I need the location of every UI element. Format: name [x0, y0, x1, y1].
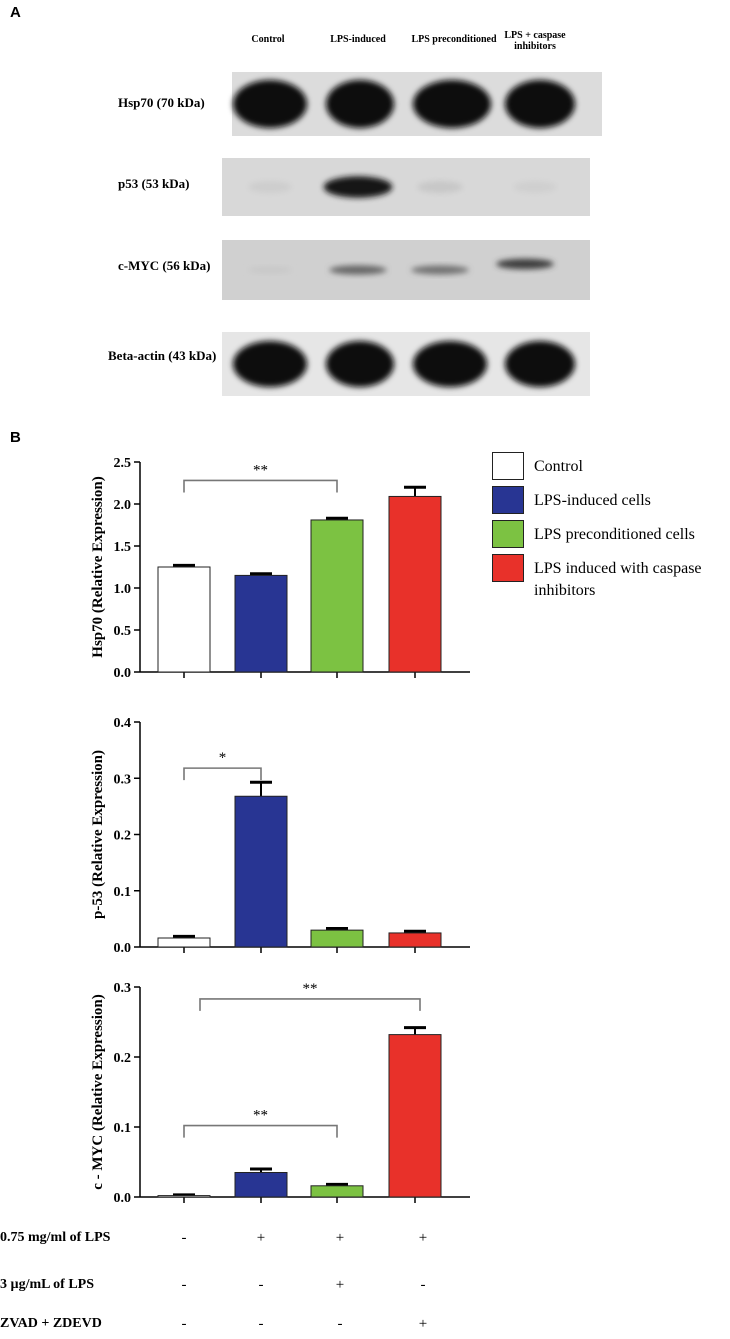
treatment-label: 0.75 mg/ml of LPS	[0, 1230, 111, 1245]
blot-strip	[232, 72, 602, 136]
y-tick-label: 0.0	[114, 941, 132, 956]
treatment-row-lps-low: 0.75 mg/ml of LPS - + + +	[0, 1230, 730, 1252]
y-tick-label: 0.0	[114, 666, 132, 681]
bar-chart-c-myc: 0.0 0.1 0.2 0.3 c - MYC (Relative Expression…	[90, 981, 470, 1206]
blot-label-hsp70: Hsp70 (70 kDa)	[118, 95, 205, 110]
blot-label-p53: p53 (53 kDa)	[118, 176, 190, 191]
y-tick-label: 0.2	[114, 1051, 132, 1066]
significance-bracket	[199, 998, 421, 1011]
treatment-sign: +	[418, 1230, 428, 1246]
y-tick-label: 0.5	[114, 624, 132, 639]
y-tick-label: 2.0	[114, 498, 132, 513]
bar-chart-p53: 0.0 0.1 0.2 0.3 0.4 p-53 (Relative Expression…	[90, 716, 470, 956]
y-tick-label: 0.3	[114, 772, 132, 787]
bar	[388, 932, 442, 948]
significance-label: **	[253, 462, 268, 478]
y-tick-label: 0.1	[114, 885, 132, 900]
blot-strip	[222, 240, 590, 300]
significance-bracket	[183, 767, 262, 781]
lane-label-lps-preconditioned: LPS preconditioned	[411, 34, 497, 45]
legend-swatch-caspase	[492, 554, 524, 582]
bar	[234, 795, 288, 948]
blot-band	[513, 181, 557, 193]
y-axis-label: c - MYC (Relative Expression)	[90, 994, 106, 1190]
blot-label-c-myc: c-MYC (56 kDa)	[118, 258, 211, 273]
bar	[157, 566, 211, 673]
bar	[234, 1172, 288, 1198]
significance-label: **	[303, 981, 318, 997]
treatment-sign: -	[258, 1277, 264, 1293]
treatment-row-lps-high: 3 µg/mL of LPS - - + -	[0, 1277, 730, 1299]
blot-strip	[222, 158, 590, 216]
treatment-sign: -	[420, 1277, 426, 1293]
treatment-sign: +	[335, 1277, 345, 1293]
significance-bracket	[183, 479, 338, 493]
treatment-row-zvad: ZVAD + ZDEVD - - - +	[0, 1316, 730, 1338]
blot-band	[417, 181, 463, 193]
bar-chart-hsp70: 0.0 0.5 1.0 1.5 2.0 2.5 Hsp70 (Relative Expres…	[90, 456, 470, 681]
bar	[157, 937, 211, 948]
treatment-sign: +	[335, 1230, 345, 1246]
legend-swatch-lps-preconditioned	[492, 520, 524, 548]
y-axis-label: Hsp70 (Relative Expression)	[90, 476, 106, 657]
blot-strip	[222, 332, 590, 396]
panel-b-letter: B	[10, 429, 21, 446]
bar	[310, 929, 364, 948]
treatment-label: ZVAD + ZDEVD	[0, 1316, 102, 1331]
blot-band	[505, 80, 575, 128]
blot-band	[413, 80, 491, 128]
blot-band	[326, 80, 394, 128]
legend-swatch-control	[492, 452, 524, 480]
treatment-sign: +	[256, 1230, 266, 1246]
treatment-sign: +	[418, 1316, 428, 1332]
blot-band	[413, 341, 487, 387]
y-axis-label: p-53 (Relative Expression)	[90, 750, 106, 919]
treatment-label: 3 µg/mL of LPS	[0, 1277, 95, 1292]
western-blot-image	[222, 72, 602, 396]
y-tick-label: 0.4	[114, 716, 132, 731]
legend-label-lps-induced: LPS-induced cells	[534, 492, 651, 509]
significance-label: **	[253, 1108, 268, 1124]
significance-bracket	[183, 1124, 338, 1138]
y-tick-label: 0.0	[114, 1191, 132, 1206]
treatment-sign: -	[181, 1277, 187, 1293]
bar	[310, 1185, 364, 1198]
y-tick-label: 1.5	[114, 540, 132, 555]
blot-band	[326, 341, 394, 387]
bar	[310, 519, 364, 673]
lane-label-control: Control	[251, 34, 285, 45]
y-tick-label: 0.1	[114, 1121, 132, 1136]
blot-band	[233, 341, 307, 387]
blot-band	[411, 265, 469, 275]
treatment-sign: -	[258, 1316, 264, 1332]
bar	[157, 1195, 211, 1198]
legend-label-lps-preconditioned: LPS preconditioned cells	[534, 526, 695, 543]
panel-a-letter: A	[10, 4, 21, 21]
legend-label-control: Control	[534, 458, 583, 475]
lane-label-caspase-inhibitors: LPS + caspase inhibitors	[504, 30, 566, 52]
y-tick-label: 0.3	[114, 981, 132, 996]
legend-label-caspase: LPS induced with caspase inhibitors	[534, 560, 702, 599]
bar	[388, 495, 442, 673]
y-tick-label: 1.0	[114, 582, 132, 597]
blot-band	[248, 181, 292, 193]
blot-band	[323, 176, 393, 198]
treatment-sign: -	[181, 1230, 187, 1246]
treatment-sign: -	[181, 1316, 187, 1332]
blot-label-beta-actin: Beta-actin (43 kDa)	[108, 348, 217, 363]
blot-band	[329, 265, 387, 275]
significance-label: *	[219, 750, 227, 766]
blot-band	[247, 266, 293, 274]
y-tick-label: 2.5	[114, 456, 132, 471]
blot-band	[233, 80, 307, 128]
legend-swatch-lps-induced	[492, 486, 524, 514]
treatment-sign: -	[337, 1316, 343, 1332]
y-tick-label: 0.2	[114, 829, 132, 844]
blot-band	[505, 341, 575, 387]
blot-band	[496, 258, 554, 270]
bar	[234, 574, 288, 673]
bar	[388, 1034, 442, 1198]
lane-label-lps-induced: LPS-induced	[330, 34, 386, 45]
